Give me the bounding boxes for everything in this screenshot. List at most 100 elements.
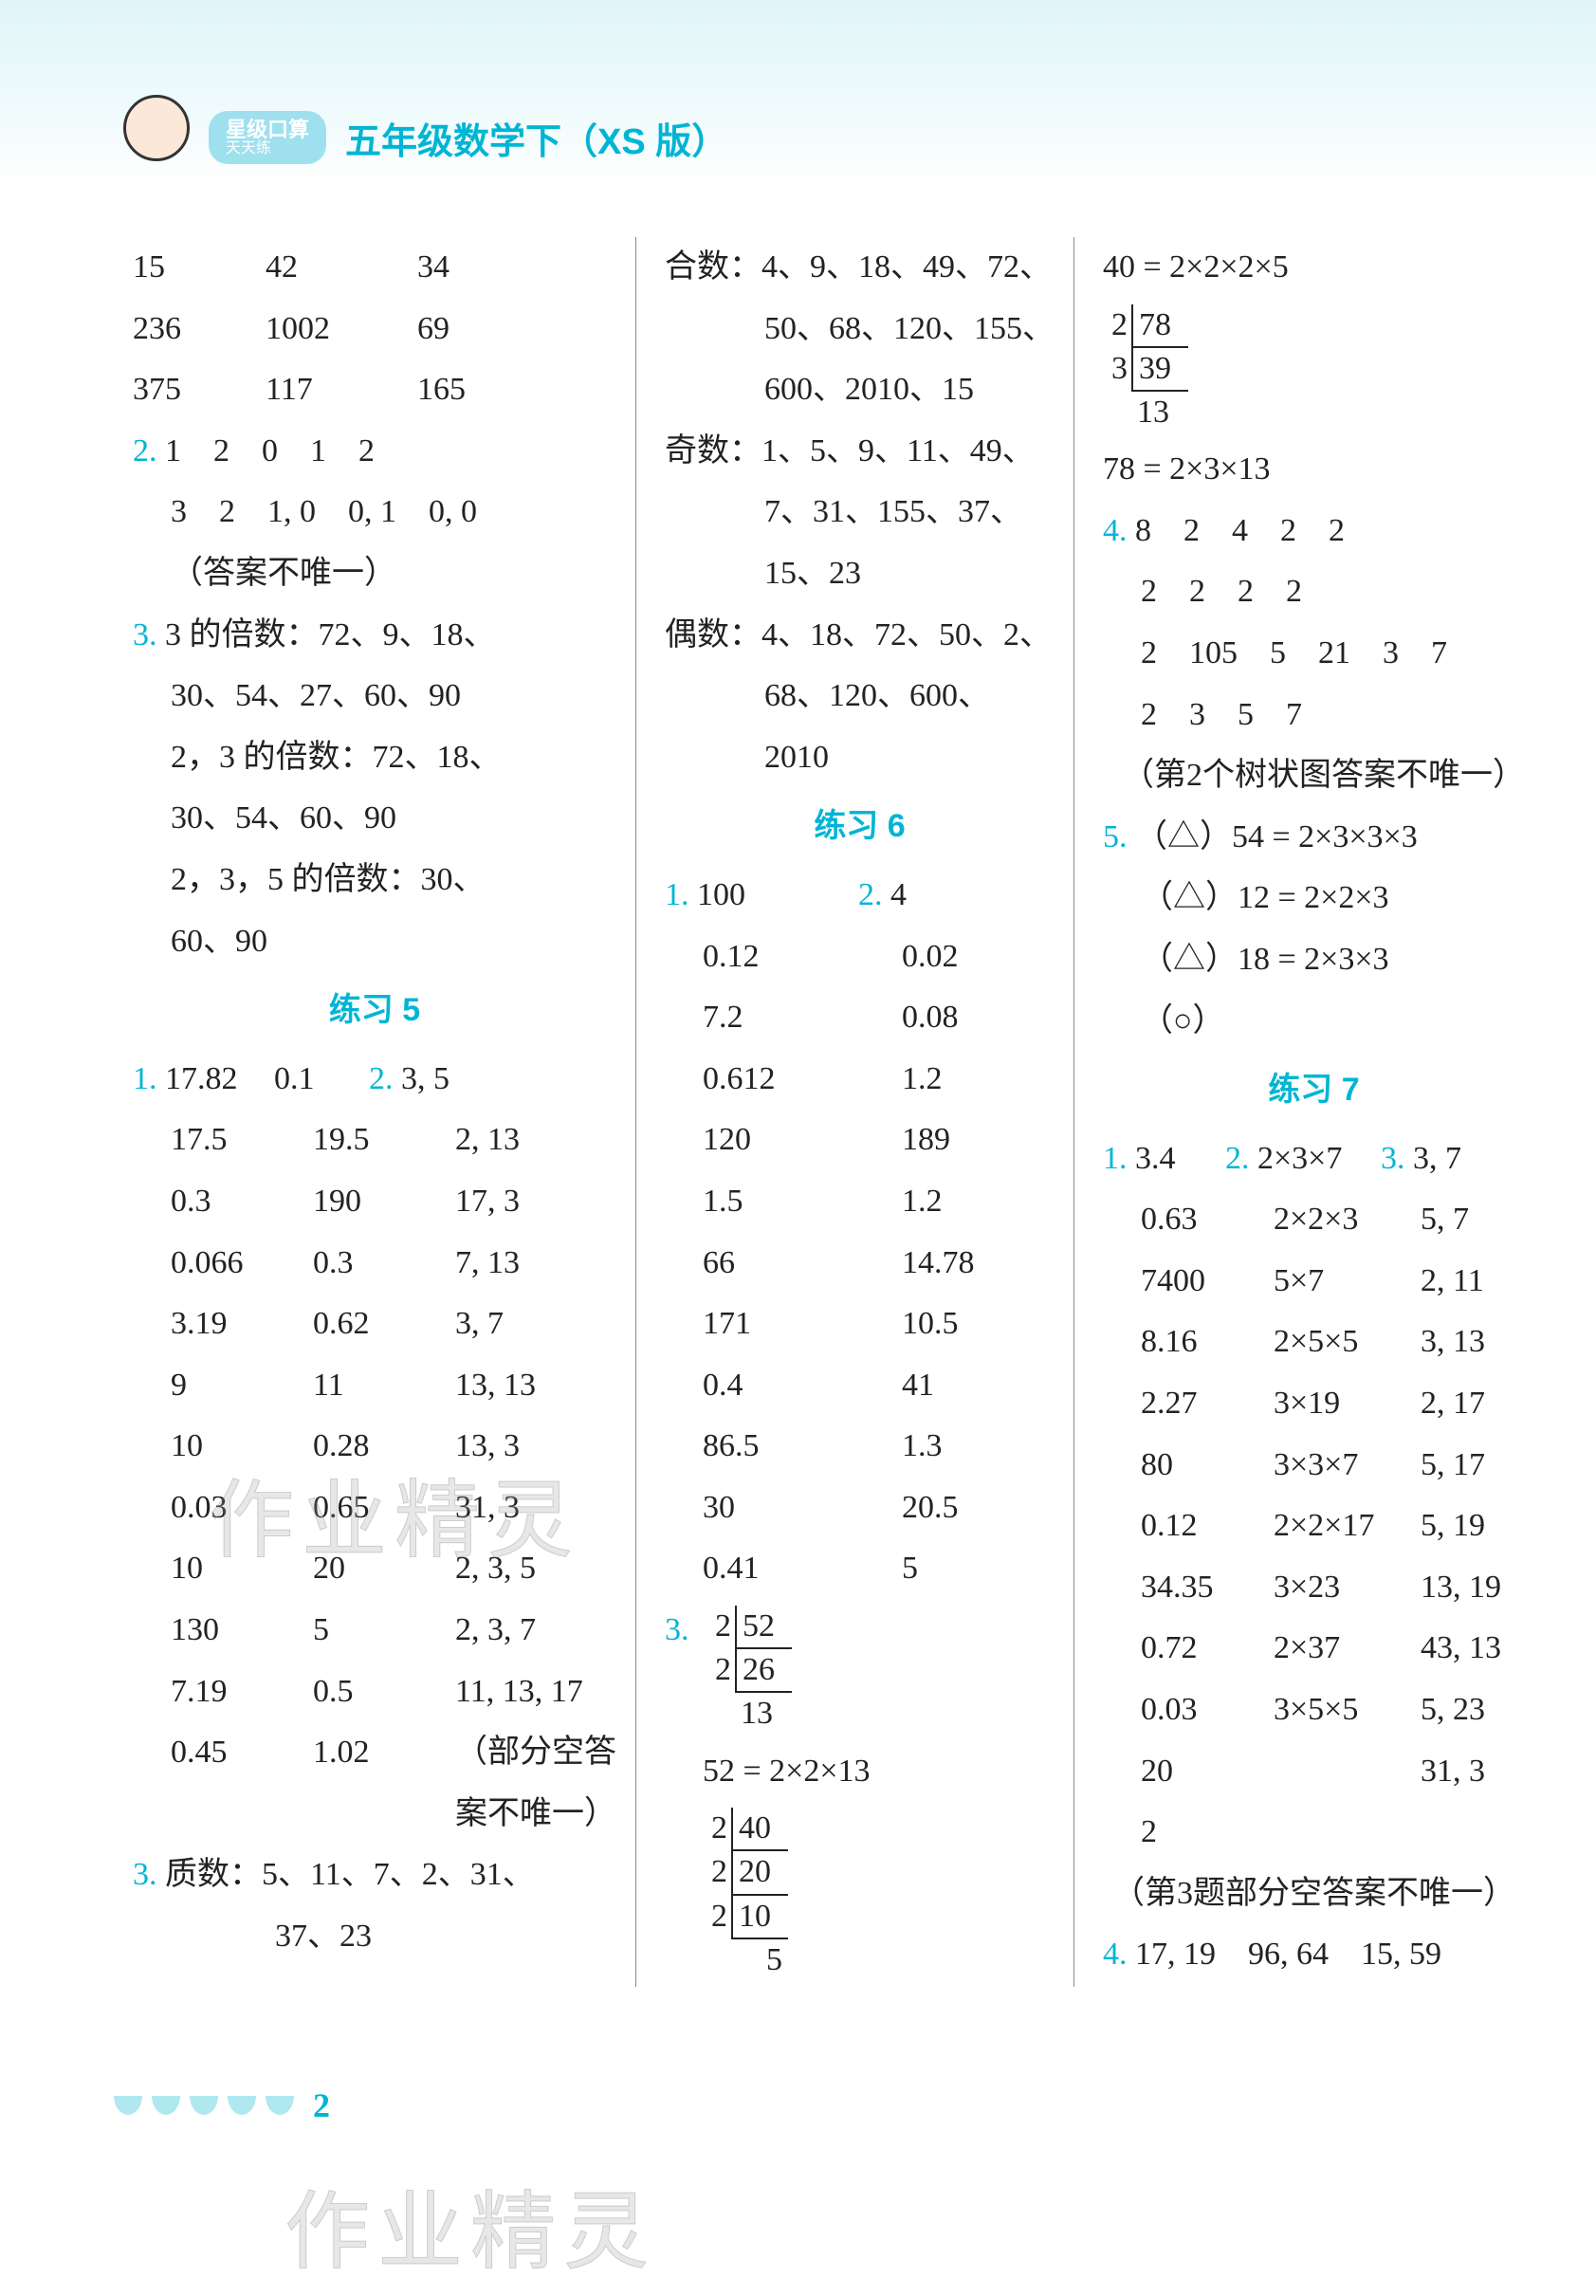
- c: 0.65: [313, 1478, 455, 1539]
- q5-l1: （△）54 = 2×3×3×3: [1135, 819, 1418, 854]
- c: 236: [133, 299, 266, 360]
- c: 10: [171, 1538, 313, 1600]
- c: 2×5×5: [1274, 1312, 1421, 1373]
- section-5-title: 练习 5: [133, 980, 616, 1041]
- c: 2, 11: [1421, 1251, 1484, 1313]
- c: 1.5: [703, 1171, 864, 1233]
- section-6-title: 练习 6: [665, 796, 1055, 857]
- c: 3, 7: [455, 1294, 504, 1355]
- q3-l2: 30、54、27、60、90: [171, 678, 461, 713]
- c: 3×5×5: [1274, 1680, 1421, 1741]
- c: 1.2: [864, 1171, 943, 1233]
- cat2-l1: 1、5、9、11、49、: [761, 433, 1035, 468]
- c: 17, 3: [455, 1171, 520, 1233]
- q4-l4: 2 3 5 7: [1141, 697, 1302, 732]
- column-2: 合数：4、9、18、49、72、 50、68、120、155、 600、2010…: [636, 237, 1074, 1987]
- q5-l4: （○）: [1141, 1003, 1225, 1038]
- c: 7400: [1141, 1251, 1274, 1313]
- c: 0.1: [274, 1049, 369, 1111]
- c: 2.27: [1141, 1373, 1274, 1435]
- q4-l3: 2 105 5 21 3 7: [1141, 635, 1447, 670]
- section-7-title: 练习 7: [1103, 1059, 1525, 1121]
- watermark-2: 作业精灵: [284, 2162, 656, 2286]
- c: 5, 23: [1421, 1680, 1485, 1741]
- cat1-label: 合数：: [665, 249, 761, 285]
- c: 0.5: [313, 1662, 455, 1723]
- q3-l3: 2，3 的倍数：72、18、: [171, 740, 502, 775]
- page-number: 2: [313, 2085, 330, 2125]
- p7-note: （第3题部分空答案不唯一）: [1112, 1876, 1515, 1911]
- c: 1.02: [313, 1722, 455, 1784]
- c: 10.5: [864, 1294, 959, 1355]
- c: 2×2×17: [1274, 1496, 1421, 1557]
- c: 5: [864, 1538, 918, 1600]
- c: 0.72: [1141, 1618, 1274, 1680]
- p5q1: 1.: [133, 1061, 157, 1096]
- c: 14.78: [864, 1233, 975, 1295]
- c: 3.4: [1135, 1129, 1225, 1190]
- c: 31, 3: [1421, 1741, 1485, 1803]
- q3-num: 3.: [133, 617, 157, 652]
- cloud-line1: 星级口算: [226, 119, 309, 141]
- c: 2: [1141, 1802, 1274, 1864]
- c: 189: [864, 1110, 950, 1171]
- c: 15: [133, 237, 266, 299]
- footer-dot-icon: [152, 2096, 180, 2115]
- footer-dot-icon: [266, 2096, 294, 2115]
- q3-l4: 30、54、60、90: [171, 800, 396, 836]
- q2-num: 2.: [133, 433, 157, 468]
- content-columns: 154234 236100269 375117165 2. 1 2 0 1 2 …: [0, 180, 1596, 1987]
- c: 2×3×7: [1257, 1129, 1381, 1190]
- c: 13, 3: [455, 1416, 520, 1478]
- c: 17.82: [165, 1049, 274, 1111]
- c: 0.08: [864, 987, 959, 1049]
- c: 0.03: [1141, 1680, 1274, 1741]
- c: 3, 5: [401, 1049, 449, 1111]
- p5q3-l1: 质数：5、11、7、2、31、: [165, 1857, 535, 1892]
- cat1-l1: 4、9、18、49、72、: [761, 249, 1052, 285]
- p7q4-text: 17, 19 96, 64 15, 59: [1135, 1937, 1441, 1972]
- cat1-l2: 50、68、120、155、: [764, 311, 1055, 346]
- c: 2×37: [1274, 1618, 1421, 1680]
- division-78: 278 339 13: [1103, 304, 1188, 434]
- avatar-icon: [114, 95, 199, 180]
- q5-l2: （△）12 = 2×2×3: [1141, 880, 1389, 915]
- c: 0.3: [313, 1233, 455, 1295]
- p6q2: 2.: [858, 877, 883, 912]
- c: 11, 13, 17: [455, 1662, 583, 1723]
- c: 0.4: [703, 1355, 864, 1417]
- c: 5: [313, 1600, 455, 1662]
- cat2-l3: 15、23: [764, 556, 861, 591]
- c: 190: [313, 1171, 455, 1233]
- c: 0.12: [1141, 1496, 1274, 1557]
- c: 2×2×3: [1274, 1189, 1421, 1251]
- cat3-l2: 68、120、600、: [764, 678, 990, 713]
- c: 2, 3, 5: [455, 1538, 536, 1600]
- c: 2, 13: [455, 1110, 520, 1171]
- c: 1.2: [864, 1049, 943, 1111]
- c: 0.45: [171, 1722, 313, 1784]
- c: 0.02: [864, 927, 959, 988]
- c: 34: [417, 237, 449, 299]
- c: 5, 7: [1421, 1189, 1469, 1251]
- cat3-label: 偶数：: [665, 617, 761, 652]
- p5q3-l2: 37、23: [275, 1919, 372, 1954]
- c: 13, 13: [455, 1355, 536, 1417]
- cloud-badge: 星级口算 天天练: [209, 111, 326, 164]
- c: 66: [703, 1233, 864, 1295]
- c: 375: [133, 359, 266, 421]
- c: 69: [417, 299, 449, 360]
- c: 0.62: [313, 1294, 455, 1355]
- c: 2, 17: [1421, 1373, 1485, 1435]
- footer-dot-icon: [228, 2096, 256, 2115]
- c: 3×3×7: [1274, 1435, 1421, 1497]
- c: 9: [171, 1355, 313, 1417]
- c: 3.19: [171, 1294, 313, 1355]
- c: 0.12: [703, 927, 864, 988]
- c: 1002: [266, 299, 417, 360]
- c: 3, 7: [1413, 1129, 1461, 1190]
- c: 1.3: [864, 1416, 943, 1478]
- cat2-label: 奇数：: [665, 433, 761, 468]
- cat2-l2: 7、31、155、37、: [764, 494, 1022, 529]
- p5q2: 2.: [369, 1061, 394, 1096]
